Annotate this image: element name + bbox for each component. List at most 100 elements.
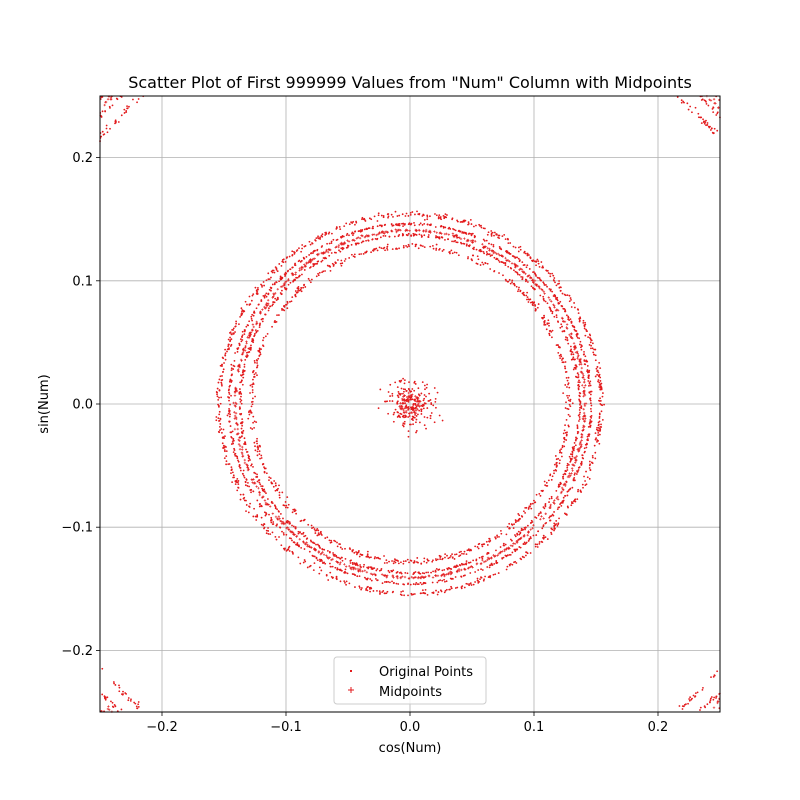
data-point bbox=[495, 258, 498, 260]
data-point bbox=[513, 284, 516, 286]
data-point bbox=[711, 131, 714, 134]
data-point bbox=[255, 331, 258, 334]
data-point bbox=[262, 463, 264, 465]
data-point bbox=[566, 394, 568, 397]
data-point bbox=[291, 296, 294, 298]
midpoint-marker bbox=[279, 519, 282, 523]
data-point bbox=[488, 564, 491, 567]
data-point bbox=[316, 262, 319, 265]
data-point bbox=[251, 338, 254, 341]
data-point bbox=[571, 402, 574, 405]
data-point bbox=[516, 256, 518, 259]
data-point bbox=[445, 588, 448, 591]
data-point bbox=[224, 354, 227, 356]
data-point bbox=[335, 228, 338, 230]
data-point bbox=[566, 469, 569, 471]
data-point bbox=[476, 546, 479, 548]
data-point bbox=[467, 256, 469, 258]
data-point bbox=[407, 407, 410, 410]
data-point bbox=[576, 426, 579, 428]
data-point bbox=[338, 226, 341, 228]
data-point bbox=[285, 504, 288, 507]
data-point bbox=[283, 306, 286, 308]
data-point bbox=[589, 426, 592, 428]
data-point bbox=[361, 216, 364, 219]
midpoint-marker bbox=[490, 557, 493, 560]
data-point bbox=[564, 309, 567, 311]
data-point bbox=[229, 379, 232, 382]
data-point bbox=[520, 275, 523, 278]
data-point bbox=[473, 225, 475, 228]
data-point bbox=[600, 388, 603, 391]
data-point bbox=[423, 402, 426, 405]
data-point bbox=[400, 561, 402, 564]
data-point bbox=[294, 293, 297, 296]
data-point bbox=[518, 518, 521, 520]
data-point bbox=[483, 578, 485, 581]
data-point bbox=[366, 553, 369, 556]
data-point bbox=[295, 276, 298, 279]
data-point bbox=[232, 439, 235, 442]
data-point bbox=[459, 564, 462, 567]
data-point bbox=[315, 275, 318, 278]
data-point bbox=[385, 559, 388, 562]
data-point bbox=[295, 512, 298, 515]
data-point bbox=[308, 240, 311, 243]
data-point bbox=[230, 379, 233, 382]
y-tick-label: 0.0 bbox=[72, 398, 93, 413]
data-point bbox=[340, 259, 343, 262]
data-point bbox=[577, 374, 580, 376]
data-point bbox=[467, 233, 470, 235]
data-point bbox=[564, 365, 566, 368]
data-point bbox=[435, 249, 438, 251]
midpoint-marker bbox=[474, 240, 477, 243]
data-point bbox=[415, 234, 418, 236]
data-point bbox=[396, 401, 399, 404]
data-point bbox=[489, 575, 492, 577]
data-point bbox=[339, 546, 342, 549]
data-point bbox=[504, 238, 507, 241]
data-point bbox=[358, 575, 361, 578]
data-point bbox=[444, 556, 446, 559]
data-point bbox=[319, 547, 321, 549]
data-point bbox=[676, 96, 679, 98]
data-point bbox=[439, 579, 442, 581]
data-point bbox=[232, 332, 235, 335]
data-point bbox=[412, 406, 415, 409]
data-point bbox=[402, 222, 405, 225]
data-point bbox=[224, 348, 227, 351]
data-point bbox=[391, 580, 393, 583]
data-point bbox=[403, 420, 406, 423]
data-point bbox=[497, 259, 500, 262]
data-point bbox=[540, 489, 543, 492]
data-point bbox=[133, 701, 136, 704]
data-point bbox=[286, 300, 289, 303]
data-point bbox=[282, 533, 285, 536]
data-point bbox=[481, 569, 484, 571]
data-point bbox=[566, 294, 569, 297]
data-point bbox=[555, 490, 558, 492]
midpoint-marker bbox=[271, 512, 275, 515]
data-point bbox=[566, 494, 569, 497]
data-point bbox=[543, 480, 546, 483]
data-point bbox=[252, 421, 255, 424]
data-point bbox=[549, 272, 552, 275]
data-point bbox=[430, 412, 433, 414]
midpoint-marker bbox=[403, 394, 406, 398]
data-point bbox=[524, 506, 527, 509]
data-point bbox=[324, 256, 326, 259]
data-point bbox=[435, 559, 438, 562]
data-point bbox=[219, 429, 221, 432]
data-point bbox=[686, 102, 689, 105]
data-point bbox=[513, 561, 515, 564]
data-point bbox=[474, 571, 477, 573]
data-point bbox=[558, 354, 561, 357]
data-point bbox=[598, 375, 601, 377]
data-point bbox=[268, 479, 270, 481]
midpoint-marker bbox=[404, 229, 407, 232]
data-point bbox=[370, 556, 372, 559]
data-point bbox=[545, 284, 547, 286]
data-point bbox=[383, 224, 386, 226]
data-point bbox=[459, 554, 462, 557]
data-point bbox=[292, 508, 295, 511]
